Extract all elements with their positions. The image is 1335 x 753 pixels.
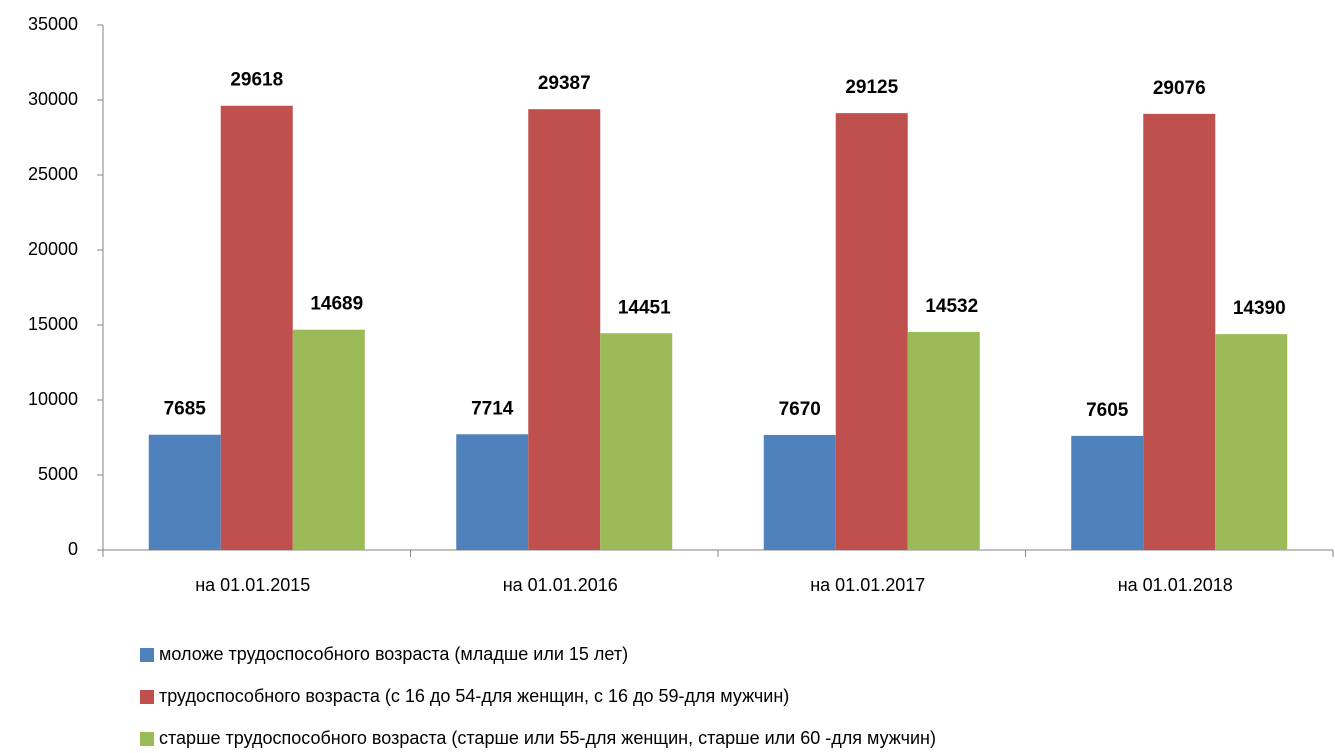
data-label: 7714 [471, 398, 514, 419]
bar [528, 109, 601, 550]
bar [292, 329, 365, 550]
data-label: 29387 [538, 73, 591, 94]
legend-label: старше трудоспособного возраста (старше … [159, 728, 936, 748]
data-label: 7685 [164, 399, 207, 420]
data-label: 7670 [779, 399, 821, 420]
x-tick-label: на 01.01.2016 [503, 575, 618, 595]
data-label: 14689 [310, 294, 363, 315]
legend-label: трудоспособного возраста (с 16 до 54-для… [159, 686, 789, 706]
x-tick-label: на 01.01.2017 [810, 575, 925, 595]
y-tick-label: 35000 [28, 14, 78, 34]
bar [456, 434, 529, 550]
data-label: 29125 [845, 77, 898, 98]
bar [148, 434, 221, 550]
bar [220, 105, 293, 550]
legend-swatch [140, 732, 154, 746]
data-label: 14532 [925, 296, 978, 317]
data-label: 14451 [618, 297, 671, 318]
legend-swatch [140, 648, 154, 662]
y-tick-label: 30000 [28, 89, 78, 109]
data-label: 29618 [230, 70, 283, 91]
y-tick-label: 25000 [28, 164, 78, 184]
bar [907, 332, 980, 550]
bar [1071, 435, 1144, 550]
bar [1143, 113, 1216, 551]
x-tick-label: на 01.01.2018 [1118, 575, 1233, 595]
legend-swatch [140, 690, 154, 704]
y-tick-label: 5000 [38, 464, 78, 484]
bar [600, 333, 673, 550]
x-tick-label: на 01.01.2015 [195, 575, 310, 595]
y-tick-label: 15000 [28, 314, 78, 334]
data-label: 7605 [1086, 400, 1129, 421]
bar [763, 434, 836, 550]
bar [1215, 334, 1288, 550]
y-tick-label: 0 [68, 539, 78, 559]
bar [835, 113, 908, 550]
y-tick-label: 20000 [28, 239, 78, 259]
y-tick-label: 10000 [28, 389, 78, 409]
legend-label: моложе трудоспособного возраста (младше … [159, 644, 628, 664]
data-label: 29076 [1153, 78, 1206, 99]
data-label: 14390 [1233, 298, 1286, 319]
